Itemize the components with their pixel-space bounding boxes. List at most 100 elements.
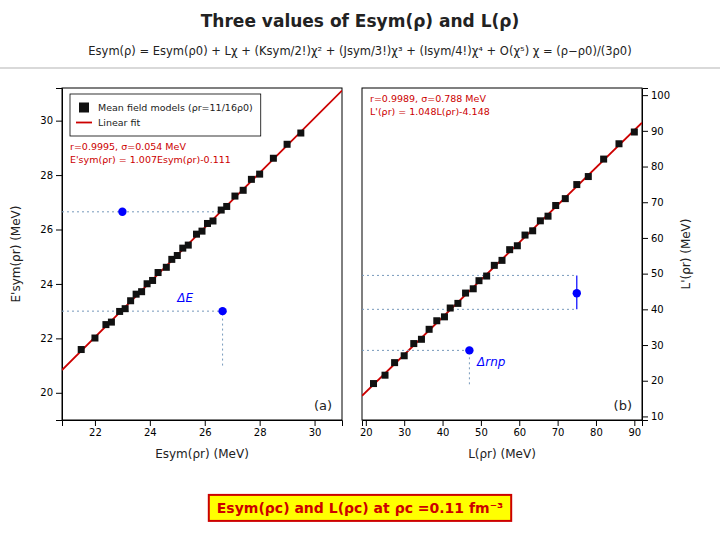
point: [499, 257, 506, 264]
tick: 22: [40, 333, 62, 344]
point: [462, 290, 469, 297]
point: [231, 193, 238, 200]
tick: 70: [642, 197, 664, 208]
x-axis-title: L(ρr) (MeV): [468, 447, 536, 461]
annotation: E'sym(ρr) = 1.007Esym(ρr)-0.111: [70, 154, 231, 165]
tick-mark: [634, 420, 635, 426]
y-axis: 202224262830: [40, 89, 62, 421]
tick-label: 22: [89, 427, 102, 438]
caption-text: Esym(ρc) and L(ρc) at ρc =0.11 fm⁻³: [217, 500, 503, 516]
point: [382, 372, 389, 379]
tick: 28: [254, 420, 267, 438]
tick-mark: [56, 121, 62, 122]
tick-label: 28: [254, 427, 267, 438]
tick-mark: [95, 420, 96, 426]
point: [391, 359, 398, 366]
y2-axis: 102030405060708090100: [642, 89, 670, 423]
point: [209, 217, 216, 224]
fit-line: [62, 91, 342, 371]
tick-mark: [642, 309, 648, 310]
tick: 20: [40, 387, 62, 398]
tick-label: 60: [651, 233, 664, 244]
tick-label: 24: [144, 427, 157, 438]
tick: 10: [642, 411, 664, 422]
point: [552, 202, 559, 209]
tick-mark: [56, 338, 62, 339]
point: [454, 300, 461, 307]
point: [218, 307, 226, 315]
tick-mark: [56, 175, 62, 176]
panel: 2224262830202224262830Mean field models …: [9, 88, 343, 461]
tick: 24: [144, 420, 157, 438]
guide-line: [362, 309, 577, 310]
tick: 40: [642, 304, 664, 315]
tick-label: 80: [590, 427, 603, 438]
point: [631, 129, 638, 136]
tick: 80: [590, 420, 603, 438]
point: [514, 242, 521, 249]
plot-frame: [362, 88, 642, 420]
point: [545, 213, 552, 220]
point: [270, 155, 277, 162]
tick: 20: [642, 375, 664, 386]
tick: 22: [89, 420, 102, 438]
point: [401, 352, 408, 359]
tick: 50: [475, 420, 488, 438]
legend-box: [70, 94, 261, 136]
point: [426, 326, 433, 333]
tick-label: 90: [628, 427, 641, 438]
guide-line: [62, 211, 223, 212]
point: [465, 346, 473, 354]
tick-label: 24: [40, 279, 53, 290]
tick-label: 30: [309, 427, 322, 438]
point: [600, 156, 607, 163]
point: [163, 264, 170, 271]
guide-line: [222, 311, 223, 365]
tick-label: 60: [513, 427, 526, 438]
tick-label: 26: [40, 224, 53, 235]
point: [185, 242, 192, 249]
point: [585, 173, 592, 180]
guide-line: [62, 311, 223, 312]
tick-label: 20: [360, 427, 373, 438]
tick-label: 20: [651, 375, 664, 386]
tick-mark: [315, 420, 316, 426]
tick: 30: [309, 420, 322, 438]
x-axis: 2224262830: [63, 420, 343, 438]
tick-mark: [205, 420, 206, 426]
tick-label: 50: [475, 427, 488, 438]
point: [470, 285, 477, 292]
point: [537, 217, 544, 224]
point: [284, 141, 291, 148]
tick-label: 40: [437, 427, 450, 438]
tick: 30: [642, 340, 664, 351]
tick: 26: [40, 224, 62, 235]
axis-line: [56, 89, 63, 421]
tick-label: 50: [651, 268, 664, 279]
tick-label: 70: [651, 197, 664, 208]
legend-swatch: [76, 122, 92, 124]
point: [174, 252, 181, 259]
point: [122, 305, 129, 312]
point: [118, 208, 126, 216]
point: [573, 289, 581, 297]
point: [483, 273, 490, 280]
axis-line: [63, 421, 343, 427]
point: [491, 262, 498, 269]
fit-line: [362, 123, 642, 396]
tick: 90: [628, 420, 641, 438]
x-axis: 2030405060708090: [360, 420, 643, 438]
y-axis-title: E'sym(ρr) (MeV): [9, 206, 23, 303]
tick-label: 100: [651, 90, 670, 101]
tick-label: 22: [40, 333, 53, 344]
tick-label: 70: [552, 427, 565, 438]
header-rule: [0, 67, 720, 69]
tick-mark: [56, 284, 62, 285]
axis-line: [363, 421, 643, 427]
tick: 40: [437, 420, 450, 438]
tick-mark: [642, 167, 648, 168]
tick-mark: [642, 131, 648, 132]
caption-box: [209, 495, 511, 521]
point: [522, 232, 529, 239]
tick-mark: [150, 420, 151, 426]
